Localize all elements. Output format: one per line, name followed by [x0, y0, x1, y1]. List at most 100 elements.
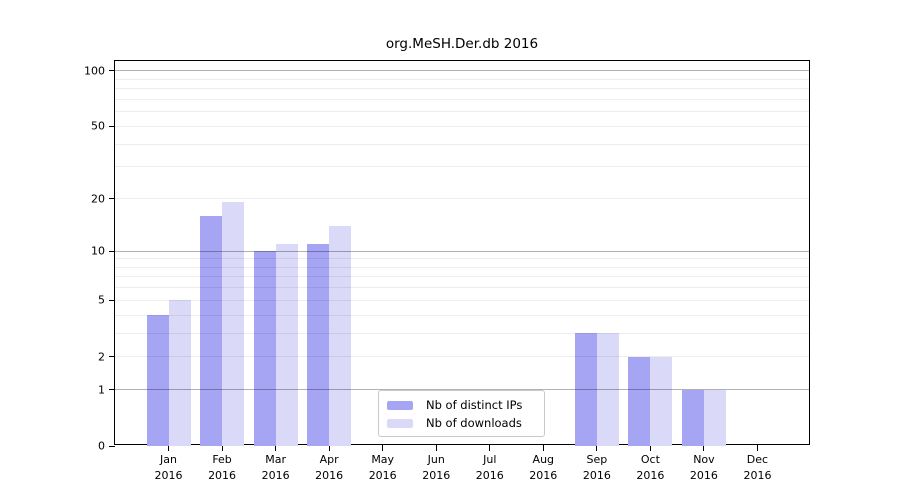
x-axis-tick-label: Jun 2016: [406, 452, 466, 483]
x-axis-tick-label: Feb 2016: [192, 452, 252, 483]
x-axis-tick: [542, 445, 544, 451]
legend-label-downloads: Nb of downloads: [426, 416, 522, 430]
x-axis-tick: [435, 445, 437, 451]
bar-distinct-ips-nov: [681, 389, 704, 446]
x-axis-tick: [596, 445, 598, 451]
x-label-year: 2016: [315, 468, 344, 482]
bar-downloads-oct: [650, 356, 673, 446]
plot-area: 0 1 2 5 10 20 50 100 Jan 2016 Feb 2016 Mar 2016 Apr 201…: [84, 60, 810, 482]
chart-title: org.MeSH.Der.db 2016: [385, 36, 539, 52]
y-axis-tick-label: 1: [98, 383, 105, 397]
x-axis-tick: [382, 445, 384, 451]
x-label-month: Jun: [427, 453, 445, 466]
y-minor-gridline: [115, 266, 809, 268]
legend: Nb of distinct IPs Nb of downloads: [378, 390, 545, 437]
y-minor-gridline: [115, 258, 809, 260]
y-axis-tick-label: 50: [91, 119, 105, 133]
x-axis-tick-label: Aug 2016: [513, 452, 573, 483]
x-axis-tick: [328, 445, 330, 451]
x-label-year: 2016: [368, 468, 397, 482]
y-axis-tick: [109, 70, 115, 72]
x-label-year: 2016: [208, 468, 237, 482]
x-axis-tick-label: Dec 2016: [727, 452, 787, 483]
y-minor-gridline: [115, 314, 809, 316]
y-axis-tick: [109, 250, 115, 252]
bar-distinct-ips-oct: [628, 356, 651, 446]
y-axis-tick: [109, 198, 115, 199]
legend-label-distinct-ips: Nb of distinct IPs: [426, 398, 523, 412]
y-minor-gridline: [115, 166, 809, 168]
y-minor-gridline: [115, 287, 809, 289]
bar-downloads-apr: [329, 225, 352, 446]
y-axis-tick-label: 100: [84, 64, 105, 78]
x-label-year: 2016: [422, 468, 451, 482]
x-label-year: 2016: [636, 468, 665, 482]
bar-distinct-ips-apr: [307, 244, 330, 446]
x-axis-tick: [221, 445, 223, 451]
x-label-year: 2016: [582, 468, 611, 482]
bar-downloads-feb: [222, 202, 245, 446]
legend-item-downloads: Nb of downloads: [379, 414, 544, 432]
y-axis-tick: [109, 356, 115, 358]
x-label-month: Mar: [265, 453, 286, 466]
x-axis-tick-label: Oct 2016: [620, 452, 680, 483]
x-label-month: Aug: [532, 453, 555, 466]
y-axis-tick-label: 10: [91, 244, 105, 258]
bar-distinct-ips-jan: [146, 315, 169, 446]
y-minor-gridline: [115, 111, 809, 113]
y-axis-tick: [109, 299, 115, 301]
x-axis-tick: [489, 445, 491, 451]
y-minor-gridline: [115, 143, 809, 145]
x-axis-tick-label: Apr 2016: [299, 452, 359, 483]
x-axis-tick-label: Sep 2016: [567, 452, 627, 483]
x-label-month: Jan: [160, 453, 178, 466]
x-label-month: Sep: [586, 453, 608, 466]
x-label-year: 2016: [475, 468, 504, 482]
y-minor-gridline: [115, 125, 809, 127]
y-minor-gridline: [115, 78, 809, 80]
bar-distinct-ips-feb: [200, 215, 223, 446]
x-label-month: Jul: [483, 453, 497, 466]
x-label-year: 2016: [529, 468, 558, 482]
y-minor-gridline: [115, 88, 809, 90]
x-axis-tick-label: Jan 2016: [139, 452, 199, 483]
bar-downloads-nov: [703, 389, 726, 446]
x-label-year: 2016: [743, 468, 772, 482]
x-label-month: May: [371, 453, 395, 466]
y-minor-gridline: [115, 299, 809, 301]
y-minor-gridline: [115, 332, 809, 334]
y-major-gridline: [115, 250, 809, 252]
x-label-month: Feb: [212, 453, 232, 466]
y-axis-tick: [109, 125, 115, 127]
x-label-year: 2016: [261, 468, 290, 482]
legend-swatch-downloads: [387, 418, 413, 428]
x-label-month: Oct: [640, 453, 660, 466]
x-label-month: Nov: [693, 453, 715, 466]
x-axis-tick-label: Nov 2016: [674, 452, 734, 483]
y-major-gridline: [115, 70, 809, 72]
x-axis-tick-label: Mar 2016: [246, 452, 306, 483]
bar-distinct-ips-mar: [253, 251, 276, 446]
x-axis-tick: [756, 445, 758, 451]
x-axis-tick-label: May 2016: [353, 452, 413, 483]
y-axis-tick-label: 0: [98, 439, 105, 453]
y-minor-gridline: [115, 356, 809, 358]
x-axis-tick: [649, 445, 651, 451]
y-axis-tick-label: 20: [91, 192, 105, 205]
bar-downloads-jan: [168, 300, 191, 446]
y-major-gridline: [115, 389, 809, 391]
x-label-year: 2016: [689, 468, 718, 482]
x-label-month: Dec: [746, 453, 769, 466]
bar-downloads-mar: [275, 244, 298, 446]
bar-downloads-sep: [596, 333, 619, 446]
y-minor-gridline: [115, 98, 809, 100]
x-axis-tick: [275, 445, 277, 451]
y-axis-tick-label: 2: [98, 350, 105, 364]
x-axis-tick: [168, 445, 170, 451]
x-label-month: Apr: [319, 453, 339, 466]
x-axis-tick: [703, 445, 705, 451]
x-label-year: 2016: [154, 468, 183, 482]
legend-swatch-distinct-ips: [387, 400, 413, 410]
x-axis-tick-label: Jul 2016: [460, 452, 520, 483]
